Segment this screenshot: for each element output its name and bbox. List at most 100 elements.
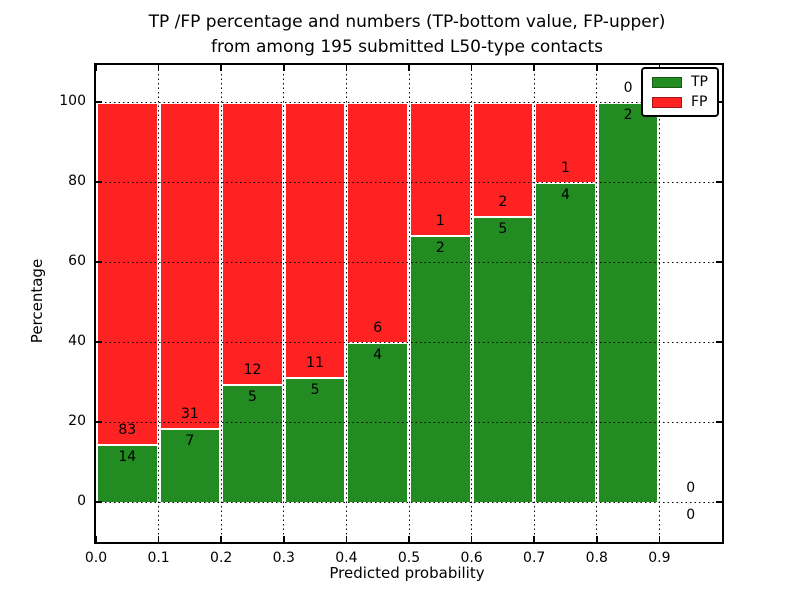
bar-fp-segment	[283, 102, 347, 377]
y-axis-label: Percentage	[28, 258, 46, 344]
fp-count-label: 1	[435, 213, 445, 230]
gridline-vertical	[533, 65, 535, 542]
bar-tp-segment	[96, 444, 159, 502]
bar-fp-segment	[96, 102, 159, 445]
tp-count-label: 7	[185, 433, 195, 450]
x-tick-label: 0.2	[210, 550, 233, 566]
y-tick-mark-right	[716, 261, 722, 263]
x-tick-mark	[408, 536, 410, 542]
gridline-horizontal	[96, 341, 722, 343]
x-tick-mark	[95, 536, 97, 542]
legend-item-fp: FP	[652, 95, 708, 109]
x-tick-mark-top	[220, 65, 222, 71]
x-tick-mark-top	[533, 65, 535, 71]
x-tick-label: 0.0	[84, 550, 108, 566]
bar-fp-segment	[346, 102, 409, 342]
chart-title-line1: TP /FP percentage and numbers (TP-bottom…	[148, 12, 666, 32]
bar-tp-segment	[596, 102, 660, 502]
fp-count-label: 83	[118, 422, 137, 439]
tp-count-label: 5	[248, 389, 257, 406]
x-tick-mark-top	[283, 65, 285, 71]
x-tick-label: 0.8	[585, 550, 608, 566]
x-tick-label: 0.3	[272, 550, 295, 566]
y-tick-mark-right	[716, 101, 722, 103]
gridline-vertical	[658, 65, 660, 542]
fp-legend-label: FP	[691, 94, 708, 110]
x-tick-mark	[283, 536, 285, 542]
x-tick-mark-top	[408, 65, 410, 71]
tp-legend-label: TP	[691, 74, 708, 90]
y-tick-mark-right	[716, 421, 722, 423]
x-tick-mark-top	[470, 65, 473, 71]
gridline-vertical	[596, 65, 598, 542]
x-tick-mark	[658, 536, 661, 542]
bar-tp-segment	[409, 235, 472, 502]
legend: TP FP	[641, 67, 719, 117]
bar-fp-segment	[409, 102, 472, 236]
y-tick-mark	[96, 421, 102, 423]
gridline-vertical	[471, 65, 473, 542]
plot-area: TP FP 83 14 31 7 12 5 11 5 6 4 1 2 2 5 1 4 0 2 0 0 0.0 0.1 0.2…	[59, 63, 724, 566]
y-tick-mark-right	[716, 501, 722, 503]
chart-title-line2: from among 195 submitted L50-type contac…	[211, 36, 603, 57]
fp-count-label: 12	[243, 362, 262, 379]
x-tick-mark	[220, 536, 222, 542]
gridline-horizontal	[96, 181, 722, 183]
x-tick-mark	[157, 536, 160, 542]
tp-count-label: 5	[310, 382, 320, 398]
gridline-horizontal	[96, 261, 722, 263]
gridline-vertical	[345, 65, 347, 542]
x-tick-mark	[596, 536, 598, 542]
y-tick-mark	[96, 261, 102, 263]
bar-fp-segment	[471, 102, 535, 217]
gridline-vertical	[220, 65, 222, 542]
bar-tp-segment	[471, 216, 535, 502]
x-tick-mark-top	[95, 65, 97, 71]
legend-item-tp: TP	[652, 75, 708, 89]
x-tick-label: 0.7	[523, 550, 546, 566]
fp-legend-swatch	[652, 96, 682, 108]
x-tick-label: 0.4	[335, 550, 358, 566]
x-tick-mark	[470, 536, 473, 542]
gridline-horizontal	[96, 421, 722, 423]
y-tick-mark-right	[716, 181, 722, 183]
tp-count-label: 5	[498, 221, 508, 238]
tp-count-label: 2	[623, 107, 633, 123]
y-tick-mark	[96, 501, 102, 503]
fp-count-label: 1	[561, 160, 570, 176]
x-tick-mark-top	[157, 65, 160, 71]
bar-fp-segment	[221, 102, 284, 385]
fp-count-label: 11	[306, 355, 324, 371]
y-tick-label: 100	[59, 93, 86, 109]
y-tick-mark	[96, 341, 102, 343]
y-tick-label: 40	[68, 333, 86, 349]
bar-tp-segment	[158, 428, 222, 502]
bar-fp-segment	[534, 102, 597, 182]
y-tick-mark-right	[716, 341, 722, 343]
fp-count-label: 0	[623, 80, 633, 96]
fp-count-label: 0	[686, 480, 696, 496]
y-tick-label: 60	[68, 253, 86, 269]
fp-count-label: 31	[180, 406, 199, 423]
x-tick-label: 0.9	[648, 550, 671, 566]
gridline-horizontal	[96, 101, 722, 103]
x-tick-mark-top	[596, 65, 598, 71]
x-tick-mark	[345, 536, 348, 542]
y-tick-mark	[96, 181, 102, 183]
fp-count-label: 6	[373, 320, 383, 336]
tp-legend-swatch	[652, 76, 682, 88]
x-tick-label: 0.1	[147, 550, 170, 566]
bar-tp-segment	[221, 384, 284, 502]
tp-count-label: 0	[686, 507, 696, 523]
gridline-horizontal	[96, 501, 722, 503]
gridline-vertical	[283, 65, 285, 542]
fp-count-label: 2	[498, 194, 508, 211]
y-tick-mark	[96, 101, 102, 103]
x-tick-label: 0.5	[397, 550, 421, 566]
x-axis-label: Predicted probability	[329, 564, 485, 582]
tp-count-label: 4	[561, 187, 570, 203]
tp-count-label: 14	[118, 449, 137, 466]
tp-count-label: 4	[373, 347, 383, 363]
bar-tp-segment	[283, 377, 347, 502]
